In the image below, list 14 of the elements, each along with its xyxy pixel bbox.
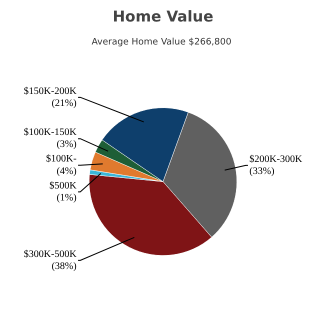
chart-title: Home Value (112, 8, 214, 26)
data-label: (38%) (52, 260, 77, 272)
data-label: (4%) (56, 166, 77, 177)
slice-label: $150K-200K (24, 86, 78, 97)
slice-label: $100K-150K (24, 127, 78, 138)
data-label: (33%) (249, 166, 274, 177)
chart-subtitle: Average Home Value $266,800 (92, 38, 232, 48)
data-label: (1%) (56, 192, 77, 204)
slice-label: $300K-500K (24, 248, 78, 260)
data-label: (21%) (52, 98, 77, 109)
slice-label: $500K (49, 180, 78, 192)
slice-label: $200K-300K (249, 154, 303, 165)
data-label: (3%) (56, 139, 77, 150)
slice-label: $100K- (46, 154, 77, 165)
